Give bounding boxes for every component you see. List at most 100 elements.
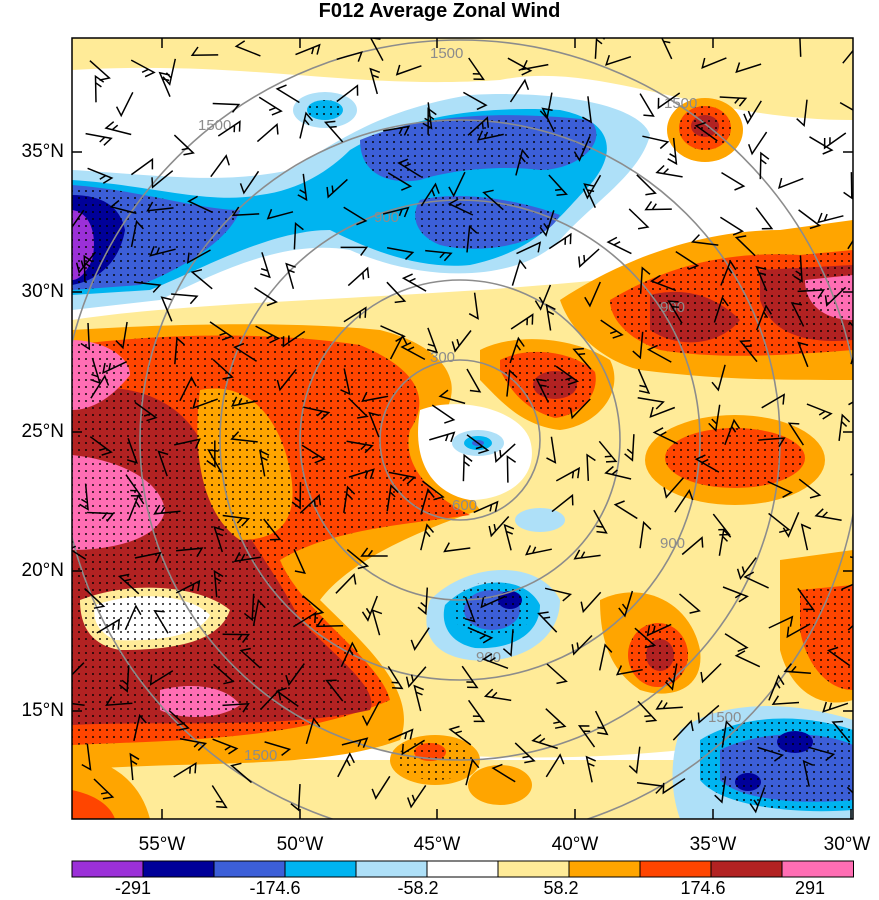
wind-barb	[282, 330, 306, 348]
colorbar-swatch	[710, 860, 783, 878]
ring-label-1500-n: 1500	[430, 45, 463, 62]
wind-barb	[212, 102, 241, 113]
wind-barb	[483, 688, 512, 702]
wind-barb	[734, 650, 761, 668]
wind-barb	[206, 440, 216, 468]
lon-label-35w: 35°W	[689, 834, 737, 855]
wind-barb	[662, 777, 686, 795]
wind-barb	[782, 512, 800, 538]
ring-label-1500-se: 1500	[708, 709, 741, 726]
wind-barb	[207, 449, 223, 473]
wind-barb	[115, 321, 128, 350]
wind-barb	[263, 518, 282, 541]
lat-label-15n: 15°N	[21, 700, 64, 721]
wind-barb	[118, 665, 130, 693]
wind-barb	[849, 556, 853, 559]
wind-barb	[417, 587, 429, 616]
wind-barb	[481, 653, 509, 670]
wind-barb	[233, 552, 261, 563]
wind-barb	[413, 684, 424, 712]
wind-barb	[173, 134, 195, 156]
wind-barb	[604, 465, 632, 480]
wind-barb	[315, 617, 344, 628]
wind-barb	[465, 758, 480, 786]
wind-barb	[256, 122, 279, 143]
colorbar-swatch	[284, 860, 357, 878]
wind-barb	[580, 591, 602, 614]
wind-barb	[293, 222, 304, 250]
wind-barb	[525, 545, 552, 556]
wind-barb	[405, 666, 427, 689]
wind-barb	[125, 474, 143, 497]
wind-barb	[192, 398, 218, 410]
wind-barb	[451, 330, 472, 353]
wind-barb	[89, 436, 113, 456]
wind-barb	[79, 483, 89, 511]
wind-barb	[369, 67, 381, 95]
wind-barb	[797, 341, 809, 368]
wind-barb	[831, 720, 851, 743]
wind-barb	[697, 704, 720, 724]
wind-barb	[443, 542, 471, 553]
wind-barb	[343, 485, 356, 513]
wind-barb	[535, 378, 550, 403]
wind-barb	[636, 782, 665, 794]
wind-barb	[545, 708, 567, 729]
wind-barb	[594, 38, 606, 59]
map-title: F012 Average Zonal Wind	[318, 0, 561, 22]
shaded-field: 300 600 900 900 900 900 1500 1500 1500 1…	[72, 38, 853, 819]
wind-barb	[126, 437, 138, 464]
wind-barb	[545, 753, 565, 778]
wind-barb	[797, 289, 826, 299]
wind-barb	[466, 434, 490, 455]
wind-barb	[276, 368, 297, 392]
colorbar-swatch	[213, 860, 286, 878]
colorbar-label-2: -58.2	[397, 878, 439, 898]
wind-barb	[464, 596, 476, 623]
wind-barb	[266, 208, 294, 220]
wind-barb	[743, 571, 769, 589]
wind-barb	[613, 500, 638, 520]
wind-barb	[531, 734, 558, 750]
wind-barb	[606, 236, 632, 255]
lat-label-20n: 20°N	[21, 560, 64, 581]
wind-barb	[96, 618, 121, 634]
wind-barb	[340, 641, 358, 668]
wind-barb	[168, 709, 190, 731]
wind-barb	[755, 265, 768, 292]
wind-barb	[260, 252, 271, 279]
wind-barb	[448, 725, 472, 746]
wind-barb	[800, 523, 812, 551]
wind-barb	[667, 300, 683, 324]
wind-barb	[337, 752, 355, 778]
wind-barb	[325, 679, 344, 702]
colorbar-label-1: -174.6	[249, 878, 301, 898]
wind-barb	[755, 304, 773, 331]
wind-barb	[239, 170, 260, 195]
wind-barb	[72, 662, 85, 676]
wind-barb	[179, 738, 208, 751]
lat-label-25n: 25°N	[21, 421, 64, 442]
wind-barb	[151, 170, 174, 189]
colorbar-label-0: -291	[114, 878, 152, 898]
wind-barb	[105, 696, 133, 707]
wind-barb	[303, 406, 331, 420]
wind-barb	[467, 116, 490, 136]
wind-barb	[75, 251, 97, 275]
wind-barb	[427, 107, 437, 135]
wind-barb	[134, 551, 162, 563]
wind-barb	[713, 296, 729, 323]
wind-barb	[735, 62, 762, 74]
wind-barb	[254, 287, 278, 307]
wind-barb	[755, 207, 774, 230]
ring-label-1500-nw: 1500	[198, 117, 231, 134]
wind-barb	[721, 171, 746, 191]
wind-barb	[480, 595, 506, 609]
colorbar-swatch	[142, 860, 215, 878]
wind-barb	[297, 173, 308, 202]
colorbar-swatch	[355, 860, 428, 878]
wind-barb	[388, 728, 414, 741]
wind-barb	[346, 440, 374, 454]
lat-label-35n: 35°N	[21, 141, 64, 162]
wind-barb	[258, 96, 283, 116]
